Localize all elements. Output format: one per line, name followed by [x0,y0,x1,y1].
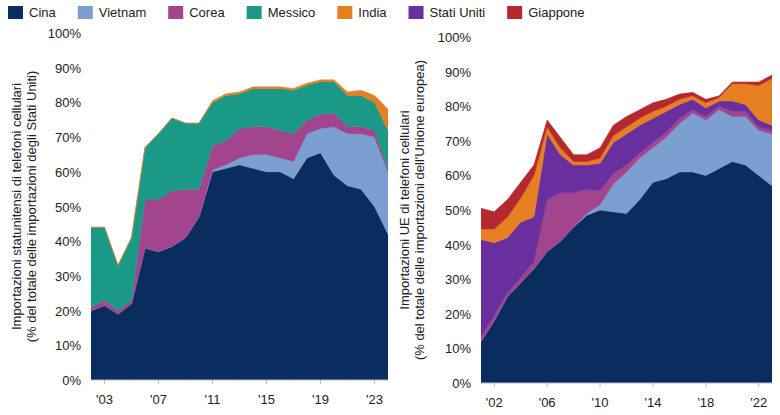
legend-label: Vietnam [99,5,146,20]
y-tick-label: 50% [445,203,471,218]
y-tick-label: 80% [55,95,81,110]
area-series [481,79,772,243]
y-tick-label: 70% [55,130,81,145]
y-tick-label: 40% [445,238,471,253]
x-tick [374,380,375,384]
x-tick [158,380,159,384]
legend-label: Corea [189,5,225,20]
x-tick-label: '23 [366,392,383,407]
x-tick [758,383,759,387]
y-tick-label: 90% [445,65,471,80]
x-tick [600,383,601,387]
x-tick-label: '10 [592,395,609,410]
x-axis-line [91,380,388,381]
y-tick-label: 10% [445,341,471,356]
x-axis-line [481,383,772,384]
x-tick-label: '22 [750,395,767,410]
x-tick-label: '07 [150,392,167,407]
x-tick-label: '15 [258,392,275,407]
areas [481,75,772,383]
area-series [481,75,772,229]
legend-swatch [409,6,424,19]
y-tick-label: 60% [55,165,81,180]
y-tick-label: 10% [55,338,81,353]
y-tick-label: 0% [452,376,471,391]
legend-swatch [337,6,352,19]
y-tick-label: 40% [55,234,81,249]
x-tick [494,383,495,387]
x-tick-label: '19 [312,392,329,407]
area-series [91,80,388,266]
y-axis-title: (% del totale delle importazioni degli S… [24,71,39,343]
y-tick-label: 90% [55,61,81,76]
y-tick-label: 20% [55,304,81,319]
legend-label: Stati Uniti [430,5,486,20]
legend-swatch [507,6,522,19]
legend-label: India [358,5,387,20]
legend-swatch [78,6,93,19]
y-tick-label: 80% [445,99,471,114]
y-axis-title: Importazioni statunitensi di telefoni ce… [9,83,24,330]
x-tick [652,383,653,387]
x-tick-label: '14 [644,395,661,410]
legend-label: Giappone [528,5,584,20]
area-series [91,82,388,311]
legend-label: Cina [29,5,57,20]
y-axis-title: (% del totale delle importazioni dell'Un… [412,60,427,360]
x-tick [212,380,213,384]
y-tick-label: 100% [48,26,82,41]
y-tick-label: 60% [445,168,471,183]
x-tick [266,380,267,384]
y-tick-label: 50% [55,200,81,215]
y-tick-label: 70% [445,134,471,149]
y-tick-label: 30% [445,272,471,287]
chart-root: Cina Vietnam Corea Messico India Stati Uniti G… [0,0,780,415]
x-tick-label: '18 [697,395,714,410]
chart-panel: 0% 10% 20% 30% 40% 50% 60% 70% 80% 90% 100% '02 '06 '… [397,30,772,410]
x-tick [547,383,548,387]
legend-swatch [8,6,23,19]
x-tick-label: '11 [205,392,221,407]
x-tick [705,383,706,387]
chart-panel: 0% 10% 20% 30% 40% 50% 60% 70% 80% 90% 100% '03 '07 '… [9,26,388,407]
y-tick-label: 0% [62,373,81,388]
chart-svg: Cina Vietnam Corea Messico India Stati Uniti G… [0,0,780,415]
legend-swatch [168,6,183,19]
legend-label: Messico [268,5,316,20]
legend-swatch [247,6,262,19]
y-axis-title: Importazioni UE di telefoni cellulari [397,110,412,310]
x-tick-label: '02 [486,395,503,410]
x-tick [320,380,321,384]
x-tick [104,380,105,384]
y-tick-label: 30% [55,269,81,284]
y-tick-label: 100% [438,30,472,45]
x-tick-label: '03 [96,392,113,407]
y-tick-label: 20% [445,307,471,322]
x-tick-label: '06 [539,395,556,410]
areas [91,80,388,380]
legend: Cina Vietnam Corea Messico India Stati Uniti G… [8,5,585,20]
